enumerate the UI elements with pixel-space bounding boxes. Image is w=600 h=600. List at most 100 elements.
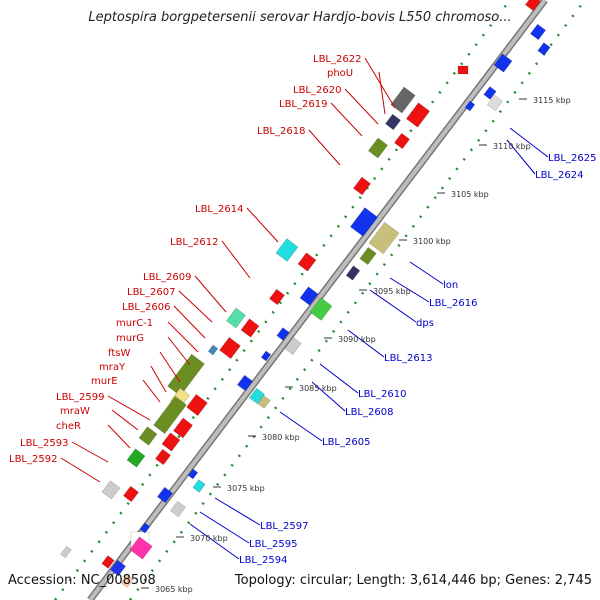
gene-feature[interactable] — [170, 500, 186, 518]
scale-label: 3070 kbp — [190, 534, 228, 543]
gene-feature[interactable] — [368, 137, 388, 159]
gene-feature[interactable] — [309, 297, 333, 321]
gene-label-right[interactable]: LBL_2616 — [429, 298, 477, 309]
gene-feature[interactable] — [260, 350, 272, 362]
gene-feature[interactable] — [187, 468, 199, 480]
leader-line — [60, 457, 101, 483]
gene-label-right[interactable]: LBL_2613 — [384, 353, 432, 364]
gene-feature[interactable] — [126, 448, 146, 468]
gene-label-right[interactable]: LBL_2624 — [535, 170, 583, 181]
gene-label-left[interactable]: ftsW — [108, 348, 130, 359]
gene-label-right[interactable]: LBL_2594 — [239, 555, 287, 566]
gene-feature[interactable] — [60, 545, 72, 559]
gene-label-left[interactable]: LBL_2618 — [257, 126, 305, 137]
label-leaders — [60, 57, 549, 560]
gene-feature[interactable] — [276, 327, 290, 341]
gene-label-left[interactable]: LBL_2606 — [122, 302, 170, 313]
gene-feature[interactable] — [101, 480, 121, 500]
gene-feature[interactable] — [483, 86, 497, 100]
gene-label-left[interactable]: phoU — [327, 68, 353, 79]
gene-label-left[interactable]: LBL_2607 — [127, 287, 175, 298]
gene-label-left[interactable]: LBL_2593 — [20, 438, 68, 449]
gene-feature[interactable] — [390, 86, 416, 114]
gene-feature[interactable] — [249, 387, 265, 405]
gene-label-left[interactable]: LBL_2619 — [279, 99, 327, 110]
gene-label-right[interactable]: LBL_2610 — [358, 389, 406, 400]
gene-feature[interactable] — [487, 94, 503, 112]
gene-label-left[interactable]: LBL_2592 — [9, 454, 57, 465]
gene-label-right[interactable]: LBL_2605 — [322, 437, 370, 448]
gene-feature[interactable] — [537, 42, 551, 56]
gene-label-right[interactable]: LBL_2597 — [260, 521, 308, 532]
gene-feature[interactable] — [192, 479, 206, 493]
gene-feature[interactable] — [173, 417, 193, 439]
gene-feature[interactable] — [406, 102, 430, 128]
gene-feature[interactable] — [353, 176, 371, 196]
gene-label-left[interactable]: murE — [91, 376, 118, 387]
gene-feature[interactable] — [493, 53, 513, 73]
gene-label-left[interactable]: LBL_2599 — [56, 392, 104, 403]
gene-feature[interactable] — [138, 426, 158, 446]
gene-feature[interactable] — [157, 486, 173, 504]
gene-feature[interactable] — [207, 344, 219, 356]
gene-label-left[interactable]: mraY — [99, 362, 126, 373]
gene-feature[interactable] — [129, 536, 153, 560]
gene-feature[interactable] — [345, 265, 361, 281]
gene-feature[interactable] — [359, 247, 377, 265]
scale-label: 3105 kbp — [451, 190, 489, 199]
gene-feature[interactable] — [155, 448, 171, 466]
gene-label-left[interactable]: LBL_2614 — [195, 204, 243, 215]
gene-feature[interactable] — [530, 23, 546, 41]
scale-label: 3065 kbp — [155, 585, 193, 594]
gene-feature[interactable] — [226, 307, 246, 329]
gene-feature[interactable] — [350, 207, 378, 237]
gene-feature[interactable] — [139, 522, 151, 534]
leader-line — [347, 329, 385, 358]
gene-label-left[interactable]: LBL_2609 — [143, 272, 191, 283]
gene-feature[interactable] — [167, 353, 205, 397]
gene-label-right[interactable]: dps — [416, 318, 434, 329]
leader-line — [107, 424, 131, 449]
leader-line — [344, 88, 379, 125]
gene-feature[interactable] — [110, 559, 126, 577]
gene-label-left[interactable]: LBL_2620 — [293, 85, 341, 96]
leader-line — [167, 321, 199, 353]
leader-line — [311, 381, 346, 412]
scale-label: 3075 kbp — [227, 484, 265, 493]
leader-line — [506, 139, 536, 175]
gene-feature[interactable] — [186, 394, 208, 416]
gene-label-left[interactable]: mraW — [60, 406, 90, 417]
gene-feature[interactable] — [299, 286, 319, 306]
gene-feature[interactable] — [269, 288, 285, 306]
gene-feature[interactable] — [101, 555, 115, 569]
gene-feature[interactable] — [457, 65, 469, 75]
gene-feature[interactable] — [368, 221, 400, 255]
gene-label-right[interactable]: LBL_2595 — [249, 539, 297, 550]
gene-label-left[interactable]: cheR — [56, 421, 81, 432]
gene-feature[interactable] — [284, 337, 302, 355]
gene-feature[interactable] — [120, 574, 134, 588]
gene-label-right[interactable]: LBL_2608 — [345, 407, 393, 418]
gene-label-left[interactable]: murG — [116, 333, 144, 344]
gene-label-right[interactable]: lon — [443, 280, 458, 291]
gene-label-left[interactable]: LBL_2612 — [170, 237, 218, 248]
gene-feature[interactable] — [257, 395, 271, 409]
gene-feature[interactable] — [153, 396, 187, 434]
gene-feature[interactable] — [237, 374, 253, 392]
gene-feature[interactable] — [385, 113, 401, 131]
leader-line — [378, 71, 386, 115]
gene-feature[interactable] — [123, 485, 139, 503]
gene-feature[interactable] — [219, 337, 241, 359]
gene-feature[interactable] — [394, 132, 410, 150]
gene-feature[interactable] — [161, 432, 181, 452]
gene-label-right[interactable]: LBL_2625 — [548, 153, 596, 164]
leader-line — [364, 57, 396, 109]
gene-label-left[interactable]: LBL_2622 — [313, 54, 361, 65]
gene-feature[interactable] — [275, 238, 299, 262]
gene-label-left[interactable]: murC-1 — [116, 318, 153, 329]
gene-feature[interactable] — [297, 252, 317, 272]
gene-feature[interactable] — [240, 318, 260, 338]
scale-label: 3085 kbp — [299, 384, 337, 393]
gene-feature[interactable] — [464, 100, 476, 112]
gene-feature[interactable] — [525, 0, 541, 12]
